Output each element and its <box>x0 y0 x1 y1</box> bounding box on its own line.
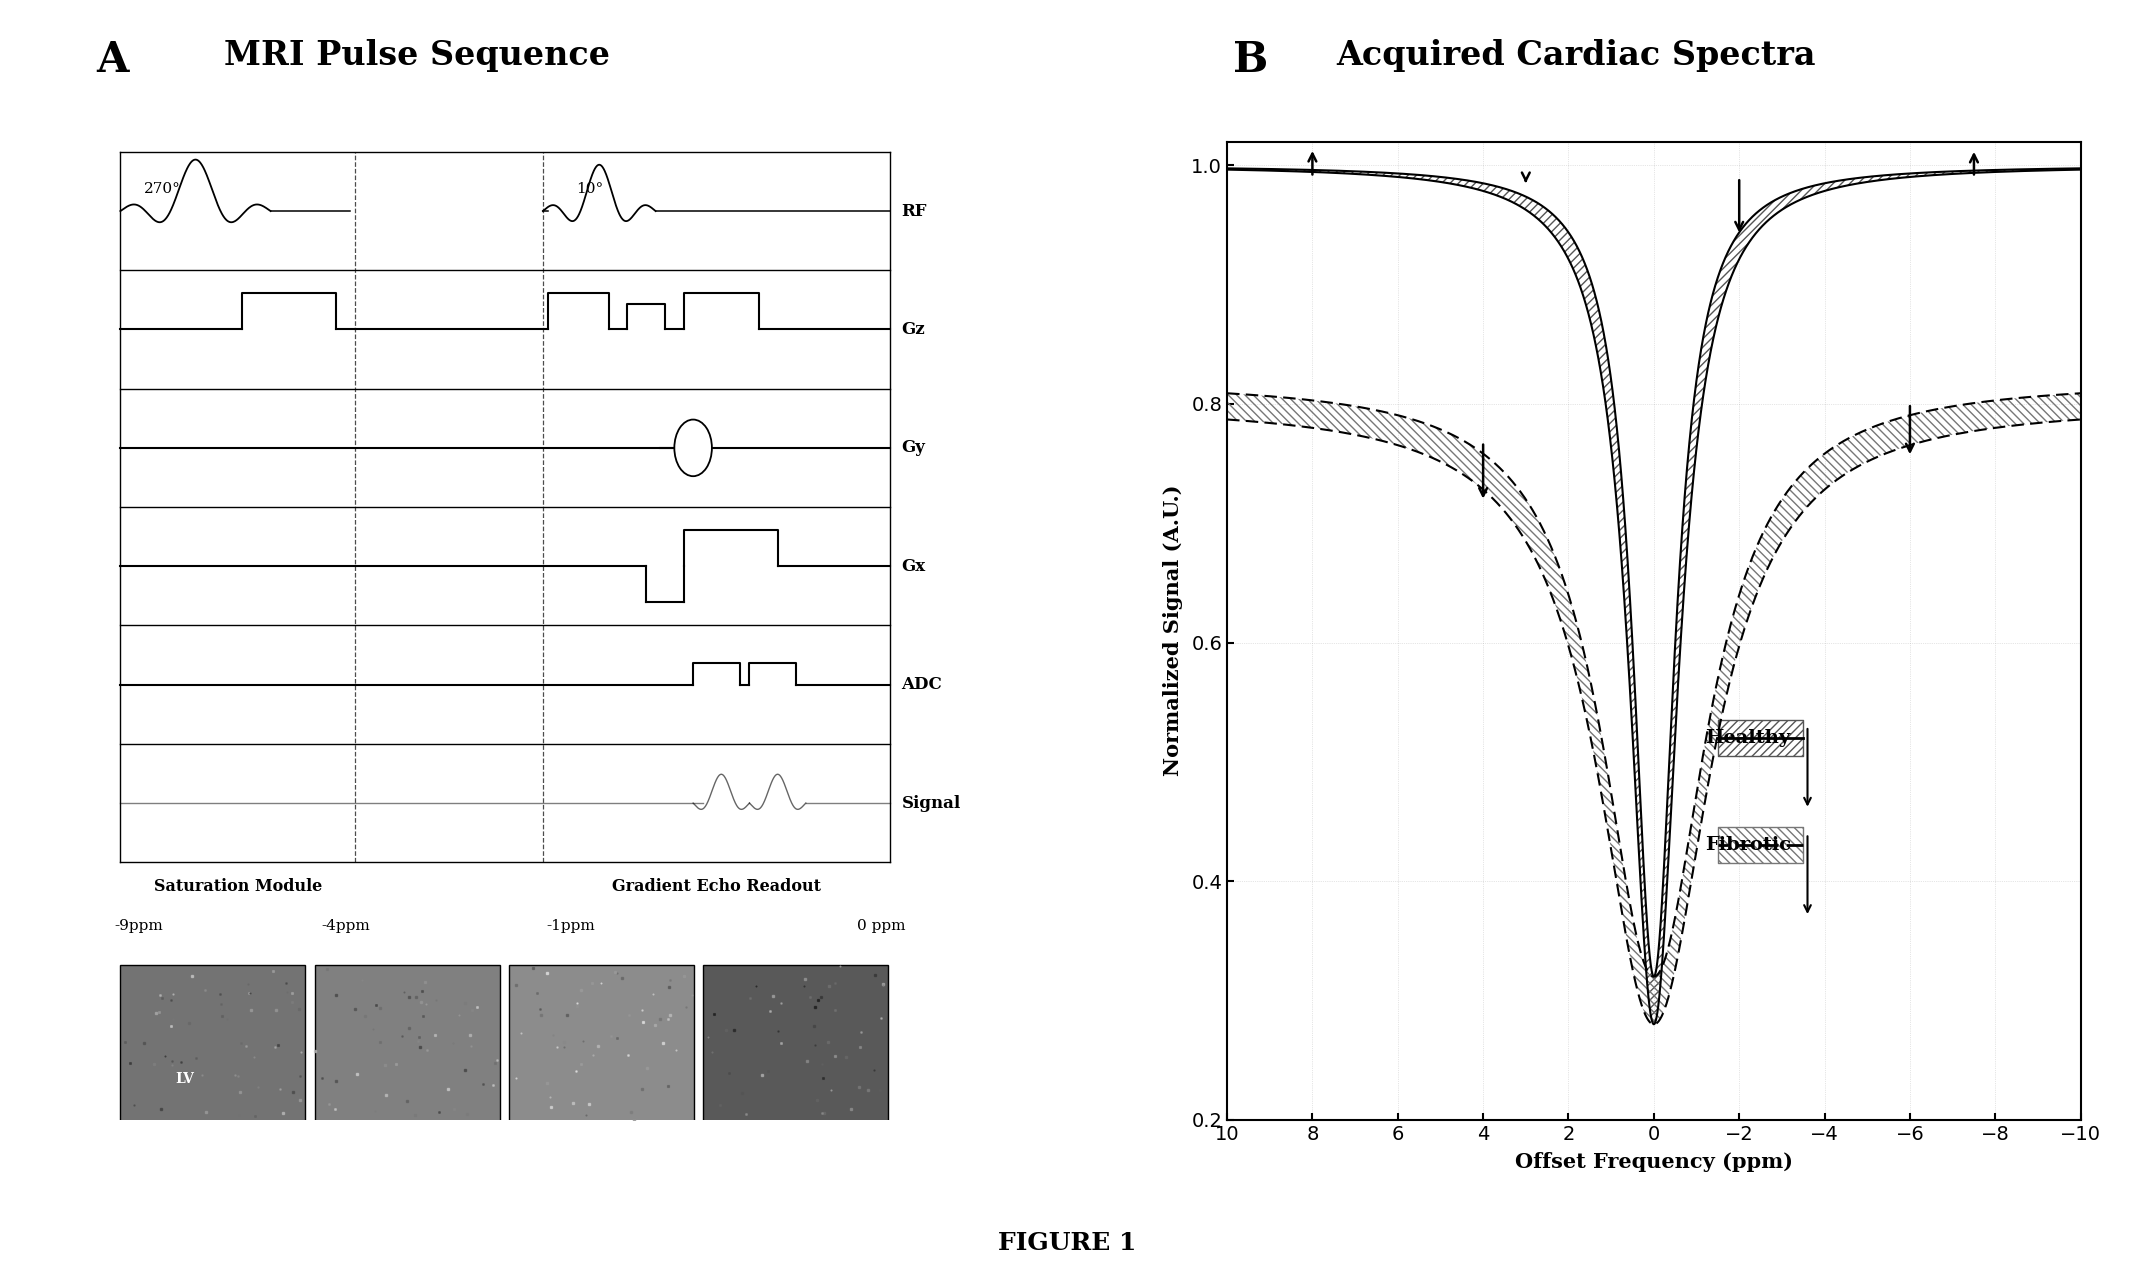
Text: RF: RF <box>901 202 926 220</box>
Text: Fibrotic: Fibrotic <box>1705 837 1790 855</box>
Text: Saturation Module: Saturation Module <box>154 878 322 894</box>
Text: -4ppm: -4ppm <box>322 919 369 933</box>
Ellipse shape <box>674 420 713 476</box>
Bar <box>314 965 499 1140</box>
Text: LV: LV <box>175 1072 194 1086</box>
Text: -9ppm: -9ppm <box>115 919 164 933</box>
Text: Gradient Echo Readout: Gradient Echo Readout <box>612 878 822 894</box>
Text: FIGURE 1: FIGURE 1 <box>999 1230 1135 1255</box>
Text: Gy: Gy <box>901 439 926 457</box>
Text: -1ppm: -1ppm <box>546 919 595 933</box>
Text: Acquired Cardiac Spectra: Acquired Cardiac Spectra <box>1336 39 1816 72</box>
Text: A: A <box>96 39 128 81</box>
Y-axis label: Normalized Signal (A.U.): Normalized Signal (A.U.) <box>1163 485 1182 776</box>
Text: 0 ppm: 0 ppm <box>856 919 905 933</box>
Text: Gx: Gx <box>901 557 926 575</box>
Text: B: B <box>1233 39 1270 81</box>
X-axis label: Offset Frequency (ppm): Offset Frequency (ppm) <box>1515 1152 1793 1172</box>
Text: 270°: 270° <box>143 181 181 196</box>
Bar <box>510 965 694 1140</box>
Text: ADC: ADC <box>901 676 943 694</box>
Text: MRI Pulse Sequence: MRI Pulse Sequence <box>224 39 610 72</box>
Text: Signal: Signal <box>901 794 960 812</box>
Text: 10°: 10° <box>576 181 604 196</box>
Text: Healthy: Healthy <box>1705 728 1790 746</box>
Bar <box>704 965 888 1140</box>
Text: Gz: Gz <box>901 320 926 338</box>
Bar <box>120 965 305 1140</box>
